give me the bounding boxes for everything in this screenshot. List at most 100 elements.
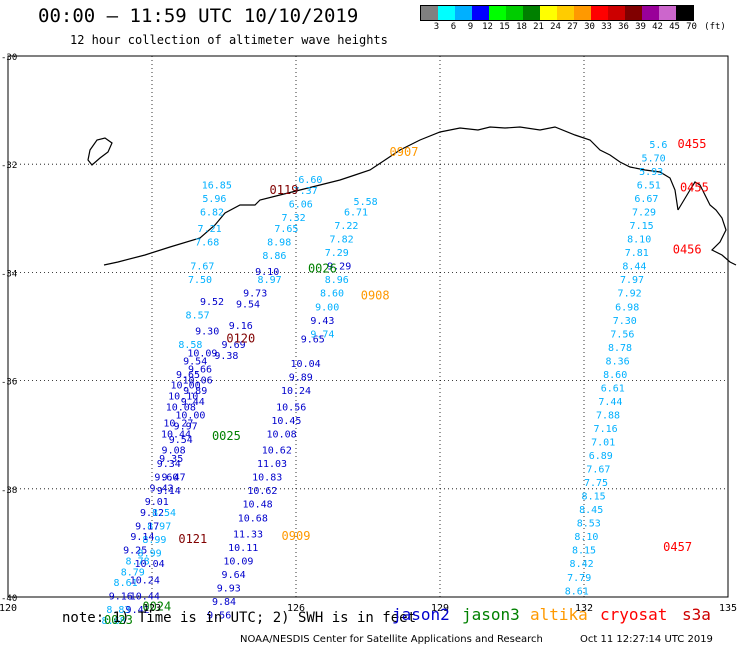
legend-swatch bbox=[489, 6, 506, 20]
wave-height-value: 7.21 bbox=[198, 224, 222, 235]
wave-height-value: 5.58 bbox=[354, 197, 378, 208]
legend-label: 18 bbox=[516, 22, 527, 32]
wave-height-value: 9.00 bbox=[315, 302, 339, 313]
legend-unit: (ft) bbox=[704, 22, 726, 32]
coastline-northwest-island bbox=[87, 137, 113, 166]
wave-height-value: 8.15 bbox=[572, 546, 596, 557]
legend-swatch bbox=[438, 6, 455, 20]
wave-height-value: 9.08 bbox=[162, 446, 186, 457]
wave-height-value: 7.79 bbox=[567, 573, 591, 584]
wave-height-value: 10.09 bbox=[223, 557, 253, 568]
wave-height-value: 9.93 bbox=[217, 584, 241, 595]
pass-time-label: 0907 bbox=[390, 145, 419, 159]
legend-swatch bbox=[608, 6, 625, 20]
pass-time-label: 0120 bbox=[226, 332, 255, 346]
wave-height-value: 9.14 bbox=[130, 532, 154, 543]
lon-tick-label: 132 bbox=[575, 603, 593, 614]
wave-height-value: 10.68 bbox=[238, 513, 268, 524]
wave-height-value: 8.97 bbox=[258, 275, 282, 286]
pass-time-label: 0024 bbox=[142, 600, 171, 614]
wave-height-value: 9.14 bbox=[157, 486, 181, 497]
wave-height-value: 7.92 bbox=[618, 289, 642, 300]
wave-height-value: 7.44 bbox=[598, 397, 622, 408]
lat-tick-label: -36 bbox=[1, 378, 17, 388]
wave-height-value: 6.98 bbox=[615, 302, 639, 313]
pass-time-labels: 0119 0026 0120 0025 0121 0024 0023 0907 0908 0909… bbox=[104, 137, 709, 627]
legend-jason2: jason2 bbox=[392, 605, 450, 624]
wave-height-value: 7.67 bbox=[190, 262, 214, 273]
wave-height-value: 10.08 bbox=[166, 402, 196, 413]
wave-height-value: 9.64 bbox=[222, 570, 246, 581]
lat-tick-label: -30 bbox=[1, 53, 17, 63]
lat-tick-label: -38 bbox=[1, 486, 17, 496]
legend-label: 36 bbox=[618, 22, 629, 32]
wave-height-value: 9.42 bbox=[126, 605, 150, 616]
wave-height-value: 8.99 bbox=[138, 548, 162, 559]
legend-label: 30 bbox=[584, 22, 595, 32]
wave-height-value: 8.53 bbox=[577, 519, 601, 530]
legend-label: 33 bbox=[601, 22, 612, 32]
wave-height-value: 8.98 bbox=[267, 237, 291, 248]
wave-height-value: 10.56 bbox=[276, 402, 306, 413]
wave-height-value: 7.29 bbox=[325, 248, 349, 259]
legend-altika: altika bbox=[530, 605, 588, 624]
wave-height-value: 9.38 bbox=[214, 351, 238, 362]
legend-s3a: s3a bbox=[682, 605, 711, 624]
wave-height-value: 7.01 bbox=[591, 438, 615, 449]
wave-height-value: 8.83 bbox=[106, 605, 130, 616]
wave-height-value: 5.70 bbox=[642, 153, 666, 164]
wave-height-value: 9.12 bbox=[140, 508, 164, 519]
wave-height-readings: 5.586.71 7.22 7.82 7.29 9.29 9.43 9.65 10.04 9.8… bbox=[102, 140, 668, 627]
wave-height-value: 11.03 bbox=[257, 459, 287, 470]
wave-height-value: 8.99 bbox=[142, 535, 166, 546]
wave-height-value: 10.08 bbox=[267, 429, 297, 440]
wave-height-value: 7.22 bbox=[334, 221, 358, 232]
wave-height-value: 8.42 bbox=[570, 559, 594, 570]
legend-label: 6 bbox=[450, 22, 457, 32]
wave-height-value: 6.61 bbox=[601, 383, 625, 394]
wave-height-value: 10.45 bbox=[271, 416, 301, 427]
wave-height-value: 7.29 bbox=[632, 208, 656, 219]
wave-height-value: 6.60 bbox=[298, 175, 322, 186]
legend-swatch bbox=[523, 6, 540, 20]
wave-height-value: 7.67 bbox=[586, 465, 610, 476]
wave-height-value: 7.56 bbox=[610, 329, 634, 340]
grid-lines bbox=[7, 55, 729, 598]
pass-time-label: 0457 bbox=[663, 540, 692, 554]
wave-height-value: 9.84 bbox=[212, 597, 236, 608]
wave-height-value: 10.06 bbox=[183, 375, 213, 386]
wave-height-value: 8.61 bbox=[565, 586, 589, 597]
wave-height-value: 10.62 bbox=[262, 446, 292, 457]
pass-time-label: 0909 bbox=[282, 529, 311, 543]
wave-height-value: 10.04 bbox=[135, 559, 165, 570]
wave-height-value: 9.01 bbox=[145, 497, 169, 508]
legend-swatch bbox=[421, 6, 438, 20]
wave-height-value: 7.50 bbox=[188, 275, 212, 286]
legend-label: 45 bbox=[669, 22, 680, 32]
wave-height-value: 9.74 bbox=[310, 329, 334, 340]
pass-time-label: 0025 bbox=[212, 429, 241, 443]
wave-height-value: 8.86 bbox=[262, 251, 286, 262]
wave-height-value: 10.27 bbox=[163, 419, 193, 430]
wave-height-value: 9.56 bbox=[207, 611, 231, 622]
lat-tick-label: -32 bbox=[1, 161, 17, 171]
wave-height-value: 10.24 bbox=[130, 575, 160, 586]
coastline-mainland bbox=[103, 126, 679, 266]
wave-height-value: 9.25 bbox=[123, 546, 147, 557]
wave-height-value: 9.47 bbox=[162, 473, 186, 484]
wave-height-value: 7.68 bbox=[195, 237, 219, 248]
wave-height-value: 10.44 bbox=[130, 592, 160, 603]
pass-time-label: 0026 bbox=[308, 261, 337, 275]
wave-height-value: 9.29 bbox=[327, 262, 351, 273]
wave-height-value: 10.83 bbox=[252, 473, 282, 484]
legend-label: 9 bbox=[467, 22, 474, 32]
wave-height-value: 9.16 bbox=[229, 321, 253, 332]
legend-swatch bbox=[557, 6, 574, 20]
wave-height-value: 9.89 bbox=[183, 386, 207, 397]
pass-time-label: 0455 bbox=[678, 137, 707, 151]
wave-height-value: 8.57 bbox=[186, 310, 210, 321]
wave-height-value: 9.65 bbox=[301, 335, 325, 346]
pass-time-label: 0908 bbox=[361, 288, 390, 302]
wave-height-value: 9.69 bbox=[222, 340, 246, 351]
wave-height-value: 8.15 bbox=[582, 492, 606, 503]
